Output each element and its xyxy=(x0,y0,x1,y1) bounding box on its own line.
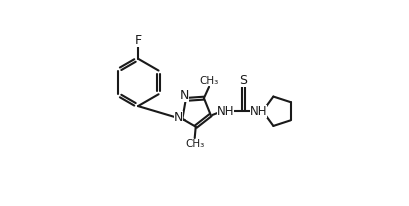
Text: NH: NH xyxy=(216,105,234,118)
Text: NH: NH xyxy=(249,105,267,118)
Text: N: N xyxy=(180,89,189,102)
Text: F: F xyxy=(134,34,141,47)
Text: CH₃: CH₃ xyxy=(184,139,204,149)
Text: N: N xyxy=(173,111,183,124)
Text: S: S xyxy=(238,74,247,87)
Text: CH₃: CH₃ xyxy=(199,76,218,86)
